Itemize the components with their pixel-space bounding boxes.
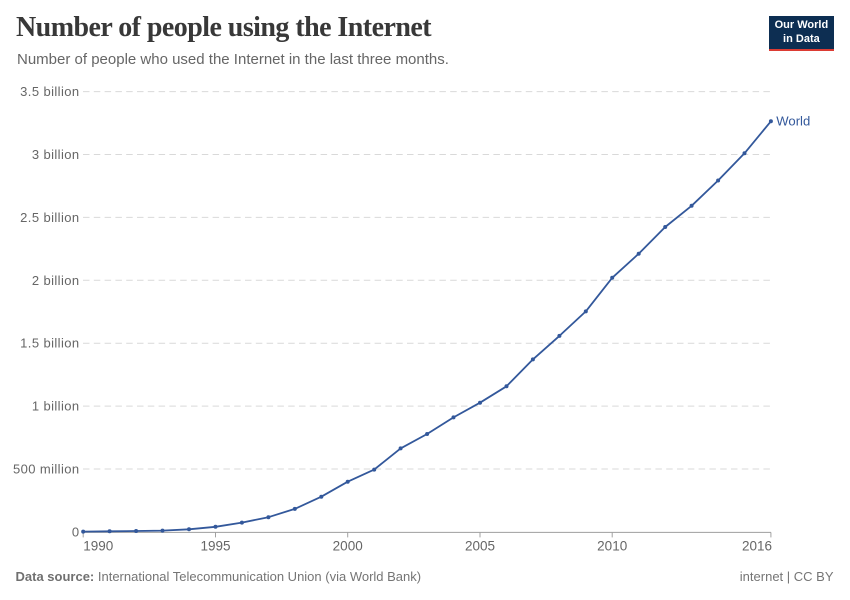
svg-text:2005: 2005 (465, 539, 495, 554)
svg-text:2016: 2016 (742, 539, 772, 554)
svg-text:2010: 2010 (597, 539, 627, 554)
svg-text:1.5 billion: 1.5 billion (20, 336, 79, 351)
svg-text:2 billion: 2 billion (32, 273, 80, 288)
svg-text:1995: 1995 (200, 539, 230, 554)
svg-text:3.5 billion: 3.5 billion (20, 84, 79, 99)
svg-text:3 billion: 3 billion (32, 147, 80, 162)
svg-text:World: World (776, 114, 810, 129)
svg-text:500 million: 500 million (13, 462, 80, 477)
svg-text:1 billion: 1 billion (32, 399, 80, 414)
svg-text:2.5 billion: 2.5 billion (20, 210, 79, 225)
svg-text:0: 0 (72, 524, 80, 539)
svg-text:1990: 1990 (83, 539, 113, 554)
svg-text:2000: 2000 (333, 539, 363, 554)
